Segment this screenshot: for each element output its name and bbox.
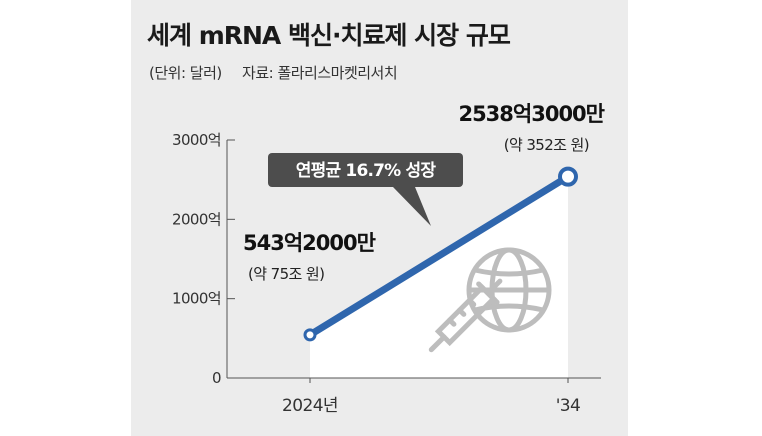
icon-group	[428, 247, 552, 353]
x-tick-label: 2024년	[282, 396, 338, 416]
start-value-label: 543억2000만	[243, 231, 376, 255]
callout-pointer	[393, 187, 431, 226]
area-fill	[310, 176, 568, 378]
chart-title: 세계 mRNA 백신·치료제 시장 규모	[147, 21, 511, 50]
y-axis: 0 1000억 2000억 3000억	[172, 131, 235, 387]
end-value-label: 2538억3000만	[458, 102, 604, 126]
data-point-end	[558, 166, 578, 187]
source-label: 자료: 폴라리스마켓리서치	[242, 64, 398, 82]
start-won-label: (약 75조 원)	[248, 265, 324, 283]
y-tick-label: 0	[212, 369, 221, 387]
x-axis: 2024년 '34	[227, 377, 601, 416]
series-group	[303, 166, 578, 342]
callout-label: 연평균 16.7% 성장	[296, 161, 437, 181]
unit-label: (단위: 달러)	[149, 64, 222, 82]
area-fill-group	[310, 176, 568, 378]
syringe-icon	[428, 278, 503, 353]
chart-subtitle: (단위: 달러) 자료: 폴라리스마켓리서치	[149, 62, 413, 83]
end-won-label: (약 352조 원)	[504, 136, 589, 154]
y-tick-label: 3000억	[172, 131, 221, 149]
annotation-group: 543억2000만 (약 75조 원) 2538억3000만 (약 352조 원) 연평…	[243, 102, 606, 283]
x-tick-label: '34	[556, 396, 581, 416]
callout-box	[268, 153, 463, 187]
y-tick-label: 2000억	[172, 210, 221, 228]
data-point-start	[303, 328, 317, 342]
y-tick-label: 1000억	[172, 290, 221, 308]
chart-panel: 세계 mRNA 백신·치료제 시장 규모 (단위: 달러) 자료: 폴라리스마켓…	[131, 0, 628, 436]
series-line	[306, 173, 572, 339]
